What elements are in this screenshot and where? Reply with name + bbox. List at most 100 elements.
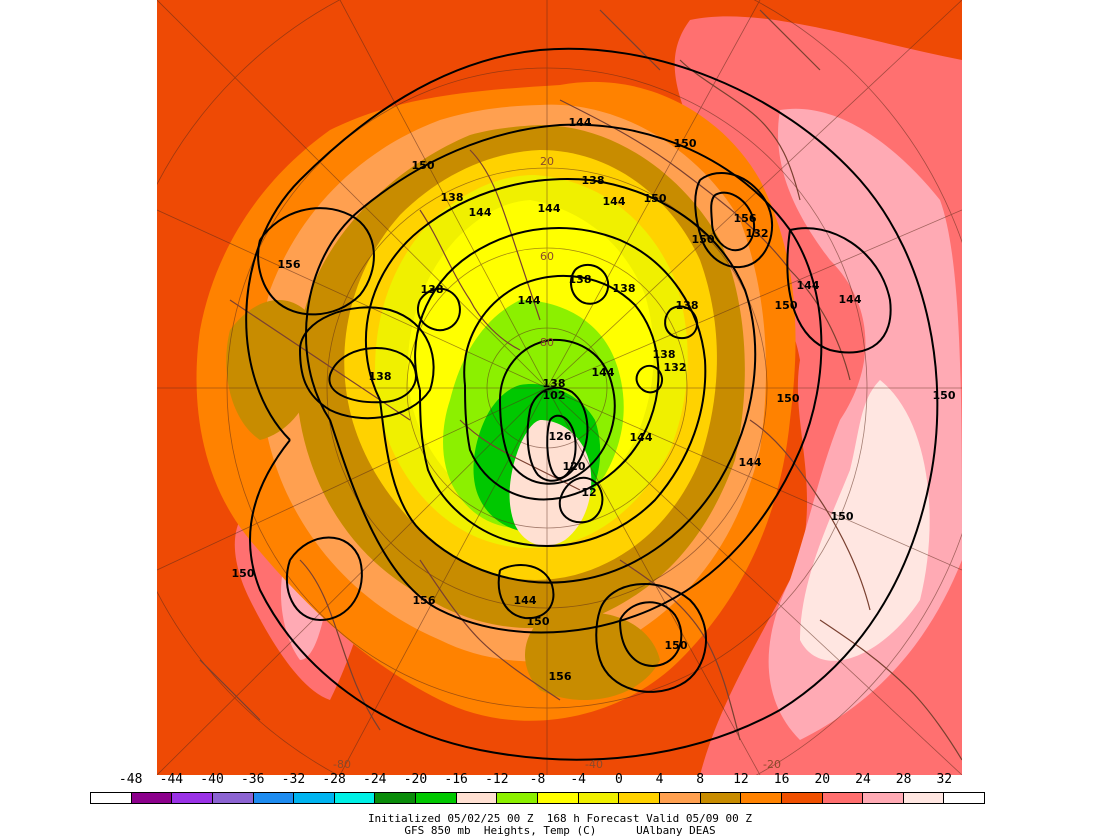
height-contour-label: 138	[613, 282, 636, 295]
height-contour-label: 150	[665, 639, 688, 652]
colorbar-segment	[334, 793, 376, 803]
height-contour-label: 138	[543, 377, 566, 390]
height-contour-label: 138	[369, 370, 392, 383]
latitude-label: 80	[540, 336, 554, 349]
height-contour-label: 144	[797, 279, 820, 292]
temp-field-white-east	[800, 380, 930, 661]
colorbar-segment	[700, 793, 742, 803]
height-contour-label: 144	[569, 116, 592, 129]
colorbar-tick-label: 12	[733, 772, 749, 787]
colorbar-segment	[416, 793, 457, 803]
temp-field-brown-west	[226, 300, 321, 440]
height-contours	[245, 47, 939, 761]
height-contour-label: 150	[692, 233, 715, 246]
colorbar-segment	[253, 793, 295, 803]
colorbar-tick-label: -8	[529, 772, 546, 787]
height-contour-label: 156	[413, 594, 436, 607]
colorbar-segment	[456, 793, 498, 803]
colorbar-segment	[822, 793, 864, 803]
colorbar-segment	[294, 793, 335, 803]
colorbar-segment	[497, 793, 539, 803]
colorbar-tick-label: -12	[485, 772, 509, 787]
height-contour-label: 120	[563, 460, 586, 473]
height-contour-label: 144	[538, 202, 561, 215]
colorbar-segment	[212, 793, 254, 803]
height-contour-label: 150	[777, 392, 800, 405]
colorbar-tick-label: -40	[200, 772, 224, 787]
colorbar-tick-label: -16	[444, 772, 468, 787]
height-labels: 144 150 150 138 138 144 144 144 150 156 150 132 156 1…	[232, 116, 956, 683]
height-contour-label: 156	[734, 212, 757, 225]
caption-model-field: GFS 850 mb Heights, Temp (C) UAlbany DEA…	[404, 824, 716, 837]
height-contour-label: 144	[630, 431, 653, 444]
height-contour-label: 138	[676, 299, 699, 312]
height-contour-label: 144	[469, 206, 492, 219]
temperature-colorbar	[90, 792, 985, 804]
height-contour-label: 138	[653, 348, 676, 361]
height-contour-label: 150	[674, 137, 697, 150]
height-contour-label: 138	[421, 283, 444, 296]
colorbar-tick-labels: -48 -44 -40 -36 -32 -28 -24 -20 -16 -12 -8 -4 0 4 8 12 1…	[90, 772, 985, 788]
height-contour-label: 102	[543, 389, 566, 402]
height-contour-label: 144	[739, 456, 762, 469]
colorbar-tick-label: -36	[240, 772, 265, 787]
colorbar-segment	[91, 793, 132, 803]
height-contour-label: 156	[278, 258, 301, 271]
colorbar-tick-label: 4	[655, 772, 664, 787]
colorbar-segment	[863, 793, 904, 803]
colorbar-segment	[781, 793, 823, 803]
longitude-label: -80	[333, 758, 351, 771]
temp-field-brown-south	[525, 612, 660, 700]
height-contour-label: 144	[514, 594, 537, 607]
height-contour-label: 150	[933, 389, 956, 402]
coastlines	[199, 9, 962, 761]
colorbar-segment	[619, 793, 660, 803]
colorbar-tick-label: 0	[614, 772, 623, 787]
colorbar-segment	[659, 793, 701, 803]
height-contour-label: 144	[518, 294, 541, 307]
colorbar-tick-label: -44	[159, 772, 184, 787]
latitude-label: 20	[540, 155, 554, 168]
height-contour-label: 150	[527, 615, 550, 628]
colorbar-segment	[578, 793, 620, 803]
colorbar-segment	[375, 793, 417, 803]
colorbar-tick-label: -4	[570, 772, 586, 787]
colorbar-tick-label: 16	[773, 772, 790, 787]
lat-lon-grid	[157, 0, 962, 775]
colorbar-tick-label: -20	[403, 772, 428, 787]
height-contour-label: 144	[592, 366, 615, 379]
longitude-label: -40	[585, 758, 603, 771]
height-contour-label: 132	[664, 361, 687, 374]
height-contour-label: 138	[441, 191, 464, 204]
colorbar-segment	[172, 793, 213, 803]
colorbar-tick-label: 24	[855, 772, 871, 787]
grid-labels: 20 60 80 -80 -40 -20	[333, 155, 781, 771]
colorbar-tick-label: -24	[363, 772, 387, 787]
latitude-label: 60	[540, 250, 554, 263]
height-contour-label: 150	[412, 159, 435, 172]
colorbar-tick-label: 8	[696, 772, 705, 787]
colorbar-segment	[944, 793, 985, 803]
colorbar-tick-label: -48	[118, 772, 143, 787]
colorbar-tick-label: 20	[814, 772, 831, 787]
colorbar-tick-label: 32	[936, 772, 953, 787]
colorbar-segment	[538, 793, 579, 803]
longitude-label: -20	[763, 758, 781, 771]
colorbar-tick-label: 28	[895, 772, 912, 787]
height-contour-label: 12	[581, 486, 596, 499]
colorbar-segment	[903, 793, 945, 803]
height-contour-label: 150	[831, 510, 854, 523]
height-contour-label: 138	[582, 174, 605, 187]
colorbar-segment	[131, 793, 173, 803]
height-contour-label: 150	[232, 567, 255, 580]
height-contour-label: 144	[839, 293, 862, 306]
height-contour-label: 132	[746, 227, 769, 240]
height-contour-label: 150	[775, 299, 798, 312]
map-canvas: 144 150 150 138 138 144 144 144 150 156 150 132 156 1…	[157, 0, 962, 775]
caption-init-valid: Initialized 05/02/25 00 Z 168 h Forecast…	[367, 812, 753, 825]
height-contour-label: 138	[569, 273, 592, 286]
height-contour-label: 144	[603, 195, 626, 208]
height-contour-label: 150	[644, 192, 667, 205]
colorbar-tick-label: -32	[281, 772, 306, 787]
forecast-map: 144 150 150 138 138 144 144 144 150 156 150 132 156 1…	[157, 0, 962, 775]
